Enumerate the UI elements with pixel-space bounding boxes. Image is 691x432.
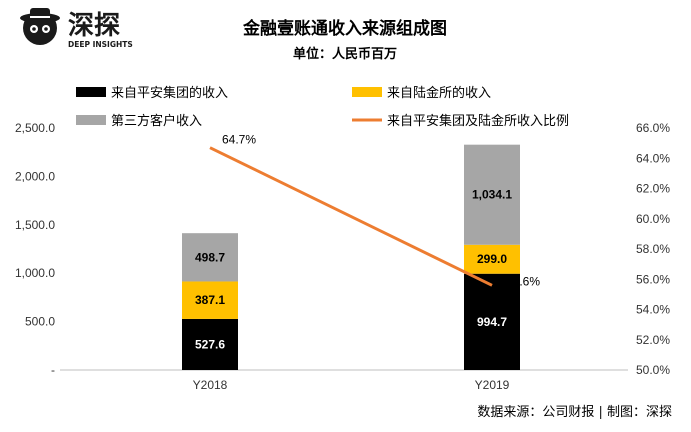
chart-title: 金融壹账通收入来源组成图 — [242, 18, 447, 39]
x-tick-label: Y2019 — [475, 378, 510, 392]
bar-data-label: 527.6 — [195, 337, 225, 351]
y-right-tick-label: 66.0% — [636, 121, 670, 135]
y-right-tick-label: 64.0% — [636, 151, 670, 165]
source-note: 数据来源：公司财报 | 制图：深探 — [477, 405, 672, 420]
y-axis-right: 50.0% 52.0% 54.0% 56.0% 58.0% 60.0% 62.0% 64.0%… — [636, 121, 670, 377]
y-axis-left: - 500.0 1,000.0 1,500.0 2,000.0 2,500.0 — [15, 121, 55, 377]
brand-tagline: DEEP INSIGHTS — [68, 40, 133, 49]
bar-series: 527.6 387.1 498.7 994.7 299.0 1,034.1 — [182, 144, 520, 370]
bar-data-label: 1,034.1 — [472, 188, 512, 202]
legend-swatch-lufax — [352, 87, 382, 97]
ratio-data-label: 55.6% — [506, 274, 540, 288]
brand-name: 深探 — [68, 11, 120, 41]
ratio-data-label: 64.7% — [222, 133, 256, 147]
detective-icon — [20, 8, 60, 45]
bar-segment — [464, 273, 520, 370]
bar-segment — [182, 281, 238, 319]
x-axis: Y2018 Y2019 — [193, 378, 510, 392]
legend-label-third-party: 第三方客户收入 — [111, 113, 202, 129]
bar-data-label: 498.7 — [195, 250, 225, 264]
legend-label-ratio-line: 来自平安集团及陆金所收入比例 — [387, 113, 569, 129]
bar-segment — [464, 244, 520, 274]
bar-segment — [464, 144, 520, 245]
bar-segment — [182, 318, 238, 370]
bar-data-label: 994.7 — [477, 315, 507, 329]
ratio-line — [209, 146, 493, 287]
legend-label-ping-an: 来自平安集团的收入 — [111, 85, 228, 101]
y-left-tick-label: 2,500.0 — [15, 121, 55, 135]
y-right-tick-label: 60.0% — [636, 212, 670, 226]
legend-label-lufax: 来自陆金所的收入 — [387, 85, 491, 101]
ratio-line-series: 64.7% 55.6% — [209, 133, 540, 288]
y-right-tick-label: 58.0% — [636, 242, 670, 256]
y-left-tick-label: 1,000.0 — [15, 266, 55, 280]
brand-logo: 深探 DEEP INSIGHTS — [20, 8, 133, 49]
legend: 来自平安集团的收入 来自陆金所的收入 第三方客户收入 来自平安集团及陆金所收入比… — [76, 85, 569, 129]
y-right-tick-label: 54.0% — [636, 303, 670, 317]
chart-subtitle: 单位：人民币百万 — [293, 46, 397, 62]
y-right-tick-label: 62.0% — [636, 182, 670, 196]
legend-swatch-third-party — [76, 115, 106, 125]
x-tick-label: Y2018 — [193, 378, 228, 392]
bar-data-label: 387.1 — [195, 293, 225, 307]
y-right-tick-label: 50.0% — [636, 363, 670, 377]
y-left-tick-label: - — [51, 363, 55, 377]
y-left-tick-label: 1,500.0 — [15, 218, 55, 232]
legend-swatch-ping-an — [76, 87, 106, 97]
bar-segment — [182, 233, 238, 282]
y-right-tick-label: 56.0% — [636, 272, 670, 286]
y-left-tick-label: 500.0 — [25, 315, 55, 329]
y-right-tick-label: 52.0% — [636, 333, 670, 347]
y-left-tick-label: 2,000.0 — [15, 169, 55, 183]
bar-data-label: 299.0 — [477, 252, 507, 266]
